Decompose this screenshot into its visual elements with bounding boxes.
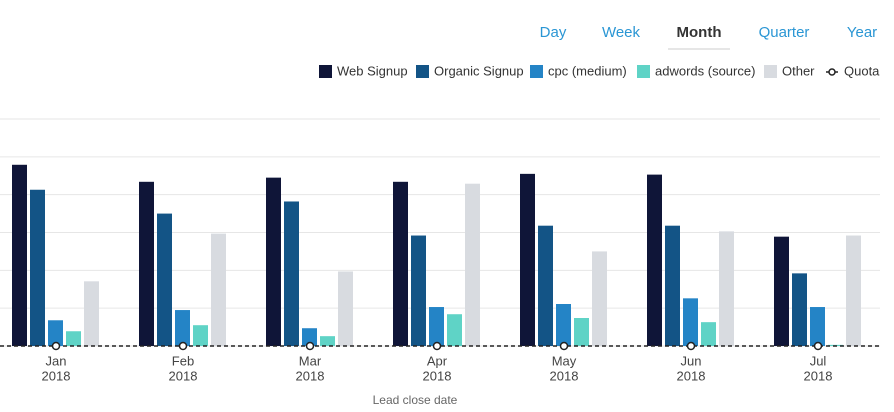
x-tick-sublabel: 2018 [169,368,198,383]
x-tick-label: Feb [172,353,194,368]
quota-marker [686,341,696,351]
x-tick-sublabel: 2018 [804,368,833,383]
quota-marker [178,341,188,351]
quota-marker [432,341,442,351]
legend-swatch [764,65,777,78]
bar [211,233,226,346]
legend-label: Organic Signup [434,63,524,78]
legend-label: Other [782,63,815,78]
x-tick-sublabel: 2018 [296,368,325,383]
x-tick-label: Jan [46,353,67,368]
bar [302,328,317,346]
tab[interactable]: Year [847,24,877,41]
x-tick-label: Apr [427,353,448,368]
bar [84,281,99,346]
bar [665,225,680,346]
tab[interactable]: Week [602,24,641,41]
legend-marker [828,68,836,76]
bar [193,325,208,346]
bar [719,231,734,346]
bar [284,201,299,346]
x-tick-label: Jun [681,353,702,368]
legend-swatch [416,65,429,78]
bar [810,307,825,346]
x-tick-label: May [552,353,577,368]
quota-marker [51,341,61,351]
bar [647,174,662,346]
legend-label: adwords (source) [655,63,755,78]
legend-label: Quota [844,63,880,78]
x-tick-sublabel: 2018 [677,368,706,383]
bar [556,304,571,346]
bar [266,177,281,346]
quota-marker [305,341,315,351]
bar [683,298,698,346]
bar [12,164,27,346]
legend-label: cpc (medium) [548,63,627,78]
legend-swatch [530,65,543,78]
bar [175,310,190,346]
bar [66,331,81,346]
x-tick-label: Jul [810,353,827,368]
x-axis-title: Lead close date [373,393,458,407]
bar [792,273,807,346]
legend-label: Web Signup [337,63,408,78]
tab[interactable]: Month [677,24,722,41]
bar [30,189,45,346]
bar [48,320,63,346]
bar [139,181,154,346]
x-tick-sublabel: 2018 [42,368,71,383]
bar [465,183,480,346]
legend-swatch [319,65,332,78]
bar [701,322,716,346]
bar [574,318,589,346]
bar [393,181,408,346]
tab[interactable]: Quarter [759,24,810,41]
bar [320,336,335,346]
bar [447,314,462,346]
tab[interactable]: Day [540,24,567,41]
bar [429,307,444,346]
quota-marker [813,341,823,351]
bar [538,225,553,346]
legend-swatch [637,65,650,78]
quota-marker [559,341,569,351]
bar [411,235,426,346]
bar [157,213,172,346]
bar [846,235,861,346]
bar [774,236,789,346]
bar [592,251,607,346]
x-tick-label: Mar [299,353,322,368]
bar [520,173,535,346]
x-tick-sublabel: 2018 [423,368,452,383]
x-tick-sublabel: 2018 [550,368,579,383]
bar [338,271,353,346]
